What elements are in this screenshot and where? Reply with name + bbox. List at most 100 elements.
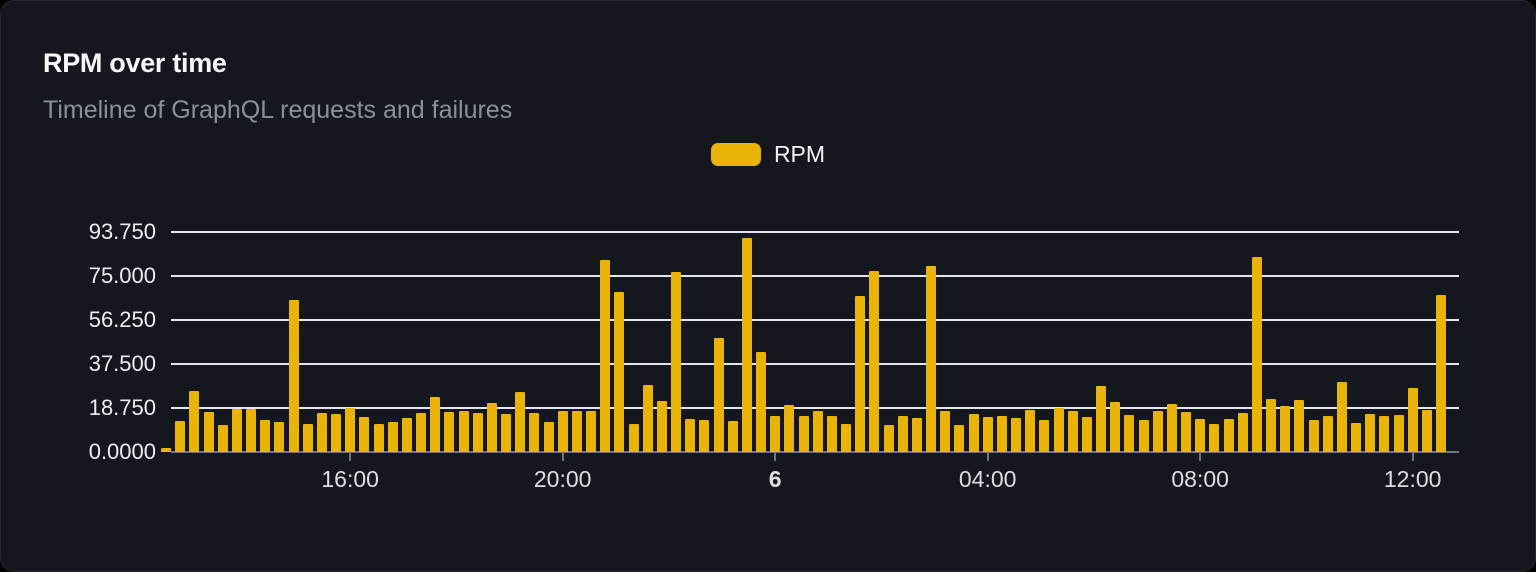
rpm-bar[interactable] <box>586 411 596 452</box>
rpm-bar[interactable] <box>1110 401 1121 452</box>
rpm-bar[interactable] <box>982 417 993 452</box>
rpm-bar[interactable] <box>926 266 936 452</box>
rpm-bar[interactable] <box>472 413 483 452</box>
rpm-bar[interactable] <box>543 421 554 452</box>
rpm-bar[interactable] <box>1124 414 1135 452</box>
rpm-bar[interactable] <box>430 396 441 452</box>
rpm-bar[interactable] <box>628 423 639 452</box>
rpm-bar[interactable] <box>656 400 667 452</box>
rpm-bar[interactable] <box>826 416 837 452</box>
rpm-bar[interactable] <box>841 424 851 452</box>
rpm-bar[interactable] <box>897 416 908 452</box>
rpm-bar[interactable] <box>869 271 880 452</box>
rpm-bar[interactable] <box>883 424 894 452</box>
rpm-bar[interactable] <box>1351 422 1361 452</box>
rpm-bar[interactable] <box>1025 410 1036 452</box>
rpm-bar[interactable] <box>1436 294 1446 452</box>
x-axis-label: 04:00 <box>958 466 1017 492</box>
rpm-bar[interactable] <box>231 409 242 452</box>
rpm-bar[interactable] <box>571 411 582 452</box>
rpm-bar[interactable] <box>940 411 951 452</box>
rpm-bar[interactable] <box>1280 406 1291 452</box>
rpm-bar[interactable] <box>770 415 781 452</box>
rpm-bar[interactable] <box>1308 420 1319 452</box>
rpm-bar[interactable] <box>331 414 341 452</box>
rpm-bar[interactable] <box>189 391 200 452</box>
legend-swatch-rpm <box>710 142 761 166</box>
rpm-bar[interactable] <box>302 424 313 452</box>
rpm-bar[interactable] <box>161 448 171 452</box>
rpm-bar[interactable] <box>416 413 426 452</box>
rpm-bar[interactable] <box>387 421 398 452</box>
gridline <box>171 319 1459 321</box>
legend[interactable]: RPM <box>1 141 1535 167</box>
rpm-bar[interactable] <box>1407 388 1418 452</box>
rpm-bar[interactable] <box>812 411 823 452</box>
rpm-bar[interactable] <box>274 422 285 452</box>
rpm-bar[interactable] <box>217 425 228 452</box>
rpm-bar[interactable] <box>855 295 866 452</box>
rpm-bar[interactable] <box>713 338 724 452</box>
rpm-bar[interactable] <box>1421 410 1432 452</box>
rpm-bar[interactable] <box>359 416 370 452</box>
rpm-bar[interactable] <box>1237 413 1248 452</box>
rpm-bar[interactable] <box>1011 417 1021 452</box>
rpm-bar[interactable] <box>1322 415 1333 452</box>
rpm-bar[interactable] <box>1266 398 1276 452</box>
rpm-bar[interactable] <box>1096 385 1106 452</box>
rpm-bar[interactable] <box>260 420 271 452</box>
rpm-bar[interactable] <box>316 412 327 452</box>
rpm-bar[interactable] <box>1039 419 1050 452</box>
rpm-bar[interactable] <box>501 413 511 452</box>
rpm-bar[interactable] <box>1251 257 1262 452</box>
rpm-bar[interactable] <box>1365 413 1376 452</box>
rpm-bar[interactable] <box>784 404 795 452</box>
rpm-bar[interactable] <box>996 415 1007 452</box>
rpm-bar[interactable] <box>1053 408 1064 452</box>
rpm-bar[interactable] <box>798 415 809 452</box>
rpm-bar[interactable] <box>444 411 455 452</box>
rpm-bar[interactable] <box>1152 411 1163 452</box>
y-axis-label: 75.000 <box>88 263 156 288</box>
rpm-bar[interactable] <box>1166 404 1177 452</box>
rpm-bar[interactable] <box>486 403 497 452</box>
rpm-bar[interactable] <box>727 420 738 452</box>
rpm-bar[interactable] <box>1067 410 1078 452</box>
rpm-bar[interactable] <box>699 420 710 452</box>
rpm-bar[interactable] <box>373 424 384 452</box>
rpm-bar[interactable] <box>401 417 412 452</box>
rpm-bar[interactable] <box>1195 418 1206 452</box>
rpm-bar[interactable] <box>1393 414 1404 452</box>
rpm-bar[interactable] <box>741 238 752 452</box>
rpm-bar[interactable] <box>642 384 653 452</box>
rpm-bar[interactable] <box>1209 424 1220 452</box>
rpm-bar[interactable] <box>600 259 611 452</box>
rpm-bar[interactable] <box>246 409 256 452</box>
rpm-bar[interactable] <box>954 425 965 452</box>
rpm-bar[interactable] <box>529 413 540 452</box>
rpm-bar[interactable] <box>345 407 356 452</box>
rpm-bar[interactable] <box>614 292 625 452</box>
rpm-bar[interactable] <box>756 352 766 452</box>
rpm-bar[interactable] <box>1223 418 1234 452</box>
rpm-bar[interactable] <box>1379 415 1390 452</box>
rpm-bar[interactable] <box>1081 417 1092 452</box>
rpm-bar[interactable] <box>175 420 186 452</box>
rpm-bar[interactable] <box>968 413 979 452</box>
rpm-bar[interactable] <box>1138 419 1149 452</box>
rpm-bar[interactable] <box>685 418 696 452</box>
rpm-bar[interactable] <box>911 418 922 452</box>
rpm-bar[interactable] <box>1181 412 1191 452</box>
rpm-bar[interactable] <box>671 272 681 452</box>
rpm-bar[interactable] <box>557 411 568 452</box>
rpm-bar[interactable] <box>515 391 526 452</box>
rpm-bar[interactable] <box>458 410 469 452</box>
rpm-bar[interactable] <box>1336 382 1347 452</box>
x-axis-tick <box>774 452 777 461</box>
rpm-bar[interactable] <box>288 299 299 452</box>
gridline <box>171 407 1459 409</box>
rpm-bar[interactable] <box>203 411 214 452</box>
rpm-bar[interactable] <box>1294 400 1305 452</box>
gridline <box>171 363 1459 365</box>
